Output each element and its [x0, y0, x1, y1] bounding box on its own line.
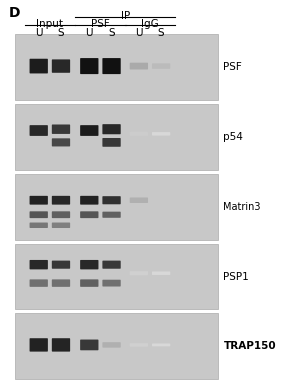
FancyBboxPatch shape [80, 125, 98, 136]
Text: IgG: IgG [141, 19, 159, 29]
Text: S: S [58, 28, 64, 38]
Text: U: U [135, 28, 143, 38]
Bar [15, 313, 218, 379]
FancyBboxPatch shape [152, 344, 170, 346]
FancyBboxPatch shape [130, 198, 148, 203]
Text: PSF: PSF [223, 62, 242, 72]
FancyBboxPatch shape [152, 132, 170, 136]
FancyBboxPatch shape [130, 132, 148, 136]
FancyBboxPatch shape [130, 63, 148, 69]
Text: Matrin3: Matrin3 [223, 202, 261, 212]
FancyBboxPatch shape [52, 124, 70, 134]
FancyBboxPatch shape [152, 272, 170, 275]
FancyBboxPatch shape [80, 340, 98, 350]
Text: D: D [8, 6, 20, 20]
Text: Input: Input [36, 19, 63, 29]
FancyBboxPatch shape [52, 59, 70, 73]
FancyBboxPatch shape [102, 58, 121, 74]
Text: IP: IP [121, 11, 130, 21]
Text: p54: p54 [223, 132, 243, 142]
Text: U: U [35, 28, 42, 38]
FancyBboxPatch shape [102, 138, 121, 147]
FancyBboxPatch shape [152, 63, 170, 69]
FancyBboxPatch shape [80, 58, 98, 74]
Text: PSP1: PSP1 [223, 272, 249, 282]
Bar [15, 104, 218, 170]
FancyBboxPatch shape [52, 138, 70, 146]
FancyBboxPatch shape [80, 260, 98, 269]
FancyBboxPatch shape [102, 124, 121, 134]
FancyBboxPatch shape [52, 196, 70, 205]
FancyBboxPatch shape [152, 198, 170, 202]
Text: TRAP150: TRAP150 [223, 341, 276, 351]
FancyBboxPatch shape [52, 260, 70, 269]
FancyBboxPatch shape [130, 343, 148, 347]
FancyBboxPatch shape [102, 260, 121, 269]
FancyBboxPatch shape [30, 196, 48, 205]
FancyBboxPatch shape [52, 338, 70, 352]
FancyBboxPatch shape [52, 211, 70, 218]
FancyBboxPatch shape [102, 196, 121, 204]
FancyBboxPatch shape [30, 125, 48, 136]
FancyBboxPatch shape [80, 279, 98, 287]
Text: U: U [85, 28, 93, 38]
FancyBboxPatch shape [102, 212, 121, 218]
FancyBboxPatch shape [102, 280, 121, 286]
FancyBboxPatch shape [30, 223, 48, 228]
Text: S: S [158, 28, 164, 38]
FancyBboxPatch shape [52, 279, 70, 287]
FancyBboxPatch shape [30, 211, 48, 218]
Bar [15, 244, 218, 309]
Text: S: S [108, 28, 115, 38]
FancyBboxPatch shape [102, 342, 121, 348]
FancyBboxPatch shape [80, 211, 98, 218]
FancyBboxPatch shape [30, 279, 48, 287]
FancyBboxPatch shape [130, 271, 148, 275]
Bar [15, 34, 218, 100]
Text: PSF: PSF [91, 19, 110, 29]
FancyBboxPatch shape [30, 338, 48, 352]
FancyBboxPatch shape [80, 196, 98, 205]
Bar [15, 174, 218, 240]
FancyBboxPatch shape [30, 59, 48, 74]
FancyBboxPatch shape [52, 223, 70, 228]
FancyBboxPatch shape [30, 260, 48, 269]
